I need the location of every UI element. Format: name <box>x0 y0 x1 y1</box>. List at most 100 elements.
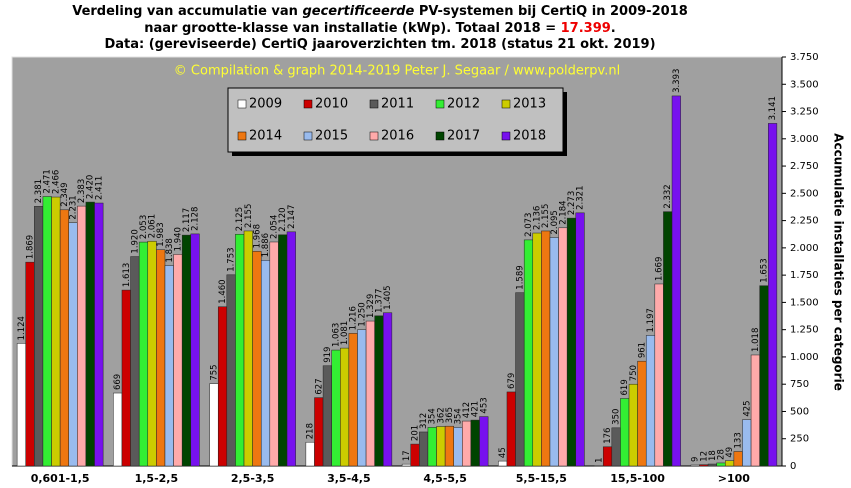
bar <box>742 419 752 467</box>
value-label: 2.073 <box>524 213 534 237</box>
value-label: 1.018 <box>751 328 761 352</box>
y-tick-label: 500 <box>790 406 809 417</box>
value-label: 2.053 <box>139 215 149 239</box>
bar <box>226 274 236 467</box>
bar <box>498 460 508 467</box>
bar <box>479 416 489 467</box>
title-line: naar grootte-klasse van installatie (kWp… <box>144 21 616 36</box>
bar <box>602 446 613 467</box>
value-label: 453 <box>479 397 489 413</box>
value-label: 2.471 <box>43 169 53 193</box>
legend-label: 2012 <box>447 97 480 112</box>
bar <box>260 260 271 467</box>
bar <box>506 391 516 467</box>
value-label: 1.940 <box>173 227 183 251</box>
bar <box>410 443 420 467</box>
bar <box>759 285 769 467</box>
bar <box>278 234 288 467</box>
bar <box>637 360 647 467</box>
bar <box>243 230 253 467</box>
value-label: 1 <box>594 457 604 462</box>
bar <box>305 441 315 467</box>
bar <box>620 398 630 467</box>
bar <box>444 425 454 467</box>
value-label: 669 <box>113 374 123 390</box>
legend-swatch <box>237 99 247 109</box>
bar <box>340 347 350 467</box>
value-label: 28 <box>716 449 726 460</box>
value-label: 2.381 <box>34 179 44 203</box>
value-label: 2.332 <box>663 184 673 208</box>
bar <box>699 464 709 467</box>
y-tick-label: 1.000 <box>790 352 819 363</box>
x-tick-label: 15,5-100 <box>610 472 665 485</box>
value-label: 354 <box>454 408 464 424</box>
value-label: 1.613 <box>122 263 132 287</box>
value-label: 421 <box>471 401 481 417</box>
bar <box>269 241 279 467</box>
value-label: 2.054 <box>270 215 280 239</box>
bar <box>374 315 384 467</box>
bar <box>453 427 463 467</box>
value-label: 1.329 <box>366 294 376 318</box>
bar <box>34 206 44 467</box>
value-label: 49 <box>725 447 735 458</box>
value-label: 3.393 <box>672 69 682 93</box>
value-label: 2.155 <box>541 204 551 228</box>
value-label: 2.061 <box>148 214 158 238</box>
y-tick-label: 2.000 <box>790 243 819 254</box>
value-label: 1.753 <box>227 247 237 271</box>
value-label: 2.273 <box>567 191 577 215</box>
bar <box>286 231 296 467</box>
bar <box>470 419 480 467</box>
value-label: 2.349 <box>60 182 70 206</box>
y-tick-label: 750 <box>790 379 809 390</box>
bar <box>348 333 358 467</box>
legend-label: 2017 <box>447 129 480 144</box>
value-label: 45 <box>498 447 508 458</box>
bar <box>663 211 673 467</box>
value-label: 1.968 <box>252 224 262 248</box>
value-label: 2.184 <box>558 200 568 224</box>
bar <box>164 265 174 467</box>
value-label: 627 <box>314 378 324 394</box>
y-tick-label: 3.750 <box>790 52 819 63</box>
x-tick-label: 4,5-5,5 <box>423 472 467 485</box>
value-label: 1.869 <box>26 235 36 259</box>
value-label: 1.250 <box>357 302 367 326</box>
value-label: 679 <box>507 373 517 389</box>
value-label: 1.377 <box>374 288 384 312</box>
bar <box>462 420 472 467</box>
value-label: 1.669 <box>655 257 665 281</box>
bar <box>331 349 341 467</box>
bar <box>365 320 375 467</box>
bar <box>611 427 621 467</box>
value-label: 1.216 <box>349 306 359 330</box>
value-label: 2.128 <box>191 207 201 231</box>
legend-label: 2013 <box>513 97 546 112</box>
bar <box>690 464 700 467</box>
value-label: 17 <box>402 450 412 461</box>
y2-axis-label: Accumulatie installaties per categorie <box>832 133 846 391</box>
value-label: 1.405 <box>383 285 393 309</box>
title-line: Data: (gereviseerde) CertiQ jaaroverzich… <box>104 37 655 52</box>
bar <box>147 240 157 467</box>
bar <box>156 249 166 467</box>
value-label: 2.466 <box>51 170 61 194</box>
value-label: 2.136 <box>533 206 543 230</box>
bar <box>190 233 200 467</box>
value-label: 9 <box>691 457 701 462</box>
value-label: 1.460 <box>218 279 228 303</box>
value-label: 2.321 <box>576 186 586 210</box>
bar <box>181 234 192 467</box>
y-tick-label: 3.500 <box>790 79 819 90</box>
value-label: 350 <box>612 409 622 425</box>
x-tick-label: 5,5-15,5 <box>516 472 567 485</box>
bar <box>427 427 437 467</box>
value-label: 1.124 <box>17 316 27 340</box>
copyright: © Compilation & graph 2014-2019 Peter J.… <box>174 64 620 79</box>
bar <box>628 383 638 467</box>
legend-swatch <box>435 99 445 109</box>
value-label: 412 <box>462 402 472 418</box>
